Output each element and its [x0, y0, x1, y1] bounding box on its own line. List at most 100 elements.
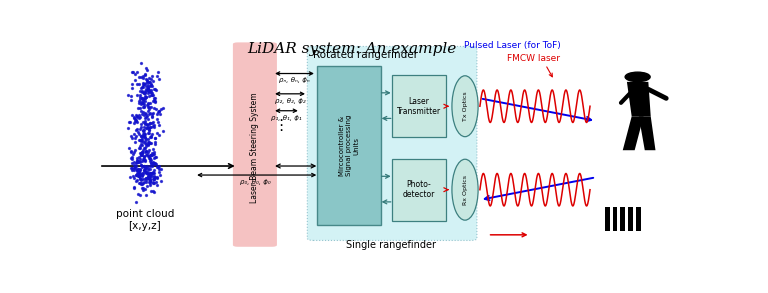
Point — [128, 149, 141, 154]
Point — [136, 96, 148, 101]
Point — [144, 167, 156, 172]
Point — [136, 152, 148, 157]
Point — [151, 111, 163, 116]
Point — [148, 161, 161, 166]
Point — [133, 146, 145, 150]
Point — [134, 114, 147, 119]
Point — [131, 159, 143, 164]
Point — [138, 168, 151, 172]
Point — [137, 76, 149, 80]
Point — [139, 89, 151, 93]
Point — [144, 105, 157, 110]
Point — [135, 171, 147, 175]
Point — [137, 140, 150, 145]
Point — [137, 130, 150, 135]
Point — [129, 164, 141, 169]
Point — [131, 119, 143, 124]
Point — [144, 84, 156, 89]
Point — [137, 128, 150, 132]
Point — [139, 140, 151, 145]
Point — [133, 159, 145, 163]
Point — [134, 86, 147, 91]
Point — [124, 94, 137, 98]
Point — [147, 98, 160, 102]
Point — [134, 176, 146, 181]
Point — [142, 122, 154, 126]
Point — [142, 101, 154, 105]
Point — [157, 129, 169, 133]
Point — [131, 127, 144, 132]
Point — [151, 155, 163, 160]
FancyBboxPatch shape — [307, 47, 477, 241]
Point — [124, 134, 137, 139]
Point — [147, 98, 160, 103]
Point — [139, 139, 151, 144]
Point — [144, 81, 157, 86]
Point — [144, 121, 157, 125]
Point — [153, 108, 165, 113]
Point — [157, 105, 169, 110]
Point — [131, 93, 143, 98]
Point — [130, 200, 142, 205]
Point — [140, 171, 152, 176]
Point — [142, 105, 154, 110]
Text: Single rangefinder: Single rangefinder — [346, 240, 435, 250]
Point — [144, 159, 156, 163]
Point — [133, 81, 145, 86]
Point — [138, 170, 151, 174]
Point — [147, 156, 160, 161]
Point — [138, 159, 151, 163]
Point — [140, 126, 152, 131]
Text: Mircocontroller &
Signal processing
Units: Mircocontroller & Signal processing Unit… — [339, 115, 359, 176]
Point — [141, 170, 153, 175]
Point — [136, 85, 148, 90]
Point — [127, 70, 140, 74]
Point — [147, 161, 160, 165]
Polygon shape — [627, 82, 650, 116]
Point — [150, 161, 162, 166]
Point — [131, 156, 143, 161]
Point — [147, 124, 159, 129]
Point — [147, 189, 160, 194]
Point — [144, 125, 156, 130]
Point — [139, 165, 151, 170]
Point — [135, 172, 147, 177]
Point — [148, 140, 161, 144]
Point — [124, 175, 136, 180]
Point — [138, 91, 151, 95]
Point — [134, 89, 146, 93]
Point — [137, 82, 149, 87]
Point — [149, 135, 161, 140]
Point — [145, 172, 157, 176]
Point — [125, 161, 137, 166]
Point — [138, 81, 151, 86]
Point — [127, 173, 139, 178]
Point — [130, 127, 142, 132]
Point — [136, 143, 148, 148]
Text: Rotated rangefinder: Rotated rangefinder — [313, 50, 419, 60]
Point — [144, 179, 157, 183]
Text: Pulsed Laser (for ToF): Pulsed Laser (for ToF) — [465, 41, 561, 50]
Point — [147, 93, 159, 97]
Point — [143, 89, 155, 94]
Polygon shape — [639, 116, 656, 150]
Point — [139, 99, 151, 104]
Point — [146, 111, 158, 116]
Point — [151, 183, 163, 188]
Text: ρ₁, θ₁, ϕ₁: ρ₁, θ₁, ϕ₁ — [271, 115, 302, 120]
Point — [130, 117, 142, 122]
Point — [125, 150, 137, 155]
Point — [147, 161, 159, 165]
Point — [137, 180, 150, 185]
Point — [138, 149, 151, 154]
Point — [136, 89, 148, 94]
Point — [144, 152, 157, 157]
Point — [146, 164, 158, 168]
Point — [137, 105, 150, 110]
Point — [134, 94, 146, 99]
Point — [135, 102, 147, 106]
Point — [138, 120, 151, 125]
Text: LiDAR system: An example: LiDAR system: An example — [247, 42, 456, 56]
Point — [136, 150, 148, 155]
Point — [137, 148, 149, 152]
